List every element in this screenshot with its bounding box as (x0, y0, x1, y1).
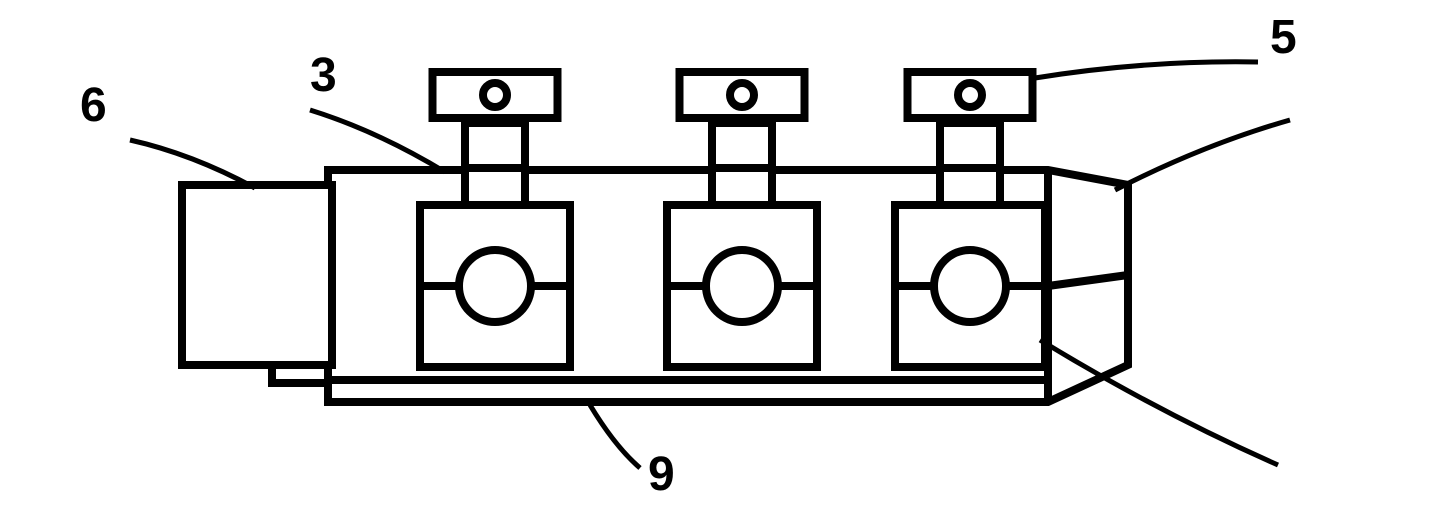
callout-label-9: 9 (648, 447, 675, 502)
callout-label-3: 3 (310, 48, 337, 103)
callout-label-5: 5 (1270, 10, 1297, 65)
callout-label-6: 6 (80, 78, 107, 133)
